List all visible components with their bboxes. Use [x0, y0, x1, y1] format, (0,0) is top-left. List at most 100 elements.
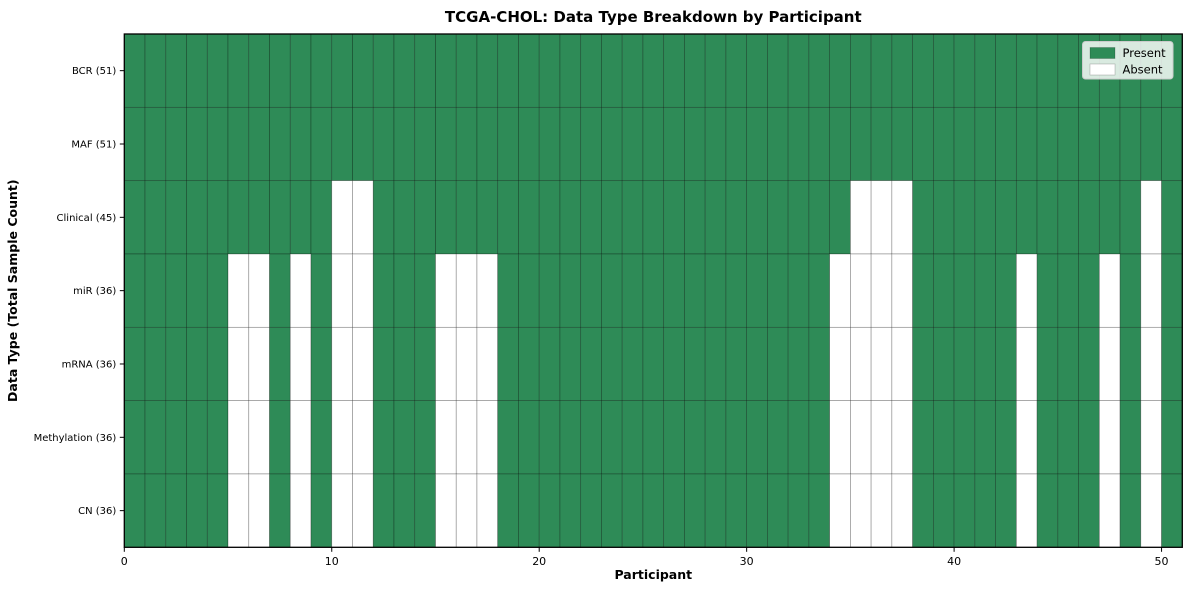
heatmap-cell	[559, 33, 582, 108]
heatmap-cell	[269, 400, 291, 475]
heatmap-cell	[1078, 400, 1100, 475]
heatmap-cell	[642, 400, 665, 475]
heatmap-cell	[497, 180, 519, 255]
heatmap-cell	[476, 180, 499, 255]
heatmap-cell	[621, 253, 644, 328]
heatmap-cell	[850, 473, 872, 548]
heatmap-cell	[1036, 33, 1059, 108]
legend-swatch-absent	[1089, 63, 1116, 76]
heatmap-cell	[331, 180, 353, 255]
heatmap-cell	[352, 253, 374, 328]
heatmap-cell	[1036, 253, 1059, 328]
heatmap-cell	[352, 400, 374, 475]
heatmap-cell	[352, 33, 374, 108]
chart-title: TCGA-CHOL: Data Type Breakdown by Partic…	[445, 8, 862, 26]
heatmap-cell	[186, 106, 208, 182]
heatmap-cell	[870, 253, 893, 328]
heatmap-cell	[414, 180, 436, 255]
heatmap-cell	[808, 326, 830, 401]
heatmap-cell	[663, 473, 685, 548]
heatmap-cell	[850, 106, 872, 182]
heatmap-cell	[912, 473, 934, 548]
heatmap-cell	[372, 106, 395, 182]
heatmap-cell	[808, 473, 830, 548]
heatmap-cell	[1015, 180, 1038, 255]
heatmap-cell	[684, 473, 706, 548]
heatmap-cell	[144, 106, 167, 182]
heatmap-cell	[455, 253, 478, 328]
heatmap-cell	[933, 400, 955, 475]
heatmap-cell	[787, 106, 810, 182]
legend-label: Absent	[1123, 63, 1164, 77]
heatmap-cell	[1057, 473, 1079, 548]
heatmap-cell	[206, 106, 229, 182]
heatmap-cell	[912, 180, 934, 255]
heatmap-cell	[850, 326, 872, 401]
heatmap-cell	[248, 253, 270, 328]
heatmap-cell	[684, 33, 706, 108]
heatmap-cell	[497, 326, 519, 401]
heatmap-cell	[248, 400, 270, 475]
heatmap-cell	[933, 106, 955, 182]
heatmap-cell	[393, 400, 416, 475]
heatmap-cell	[1015, 33, 1038, 108]
heatmap-cell	[933, 33, 955, 108]
y-axis-ticks: BCR (51) MAF (51) Clinical (45) miR (36) mRN…	[34, 66, 125, 517]
heatmap-cell	[186, 400, 208, 475]
heatmap-cell	[663, 253, 685, 328]
heatmap-cell	[435, 400, 457, 475]
heatmap-cell	[1119, 253, 1142, 328]
heatmap-cell	[974, 253, 996, 328]
heatmap-cell	[289, 33, 312, 108]
heatmap-cell	[870, 33, 893, 108]
x-axis-ticks: 0 10 20 30 40 50	[121, 547, 1169, 568]
heatmap-cell	[206, 253, 229, 328]
heatmap-cell	[870, 180, 893, 255]
heatmap-cell	[1098, 106, 1121, 182]
heatmap-cell	[248, 33, 270, 108]
heatmap-cell	[1078, 253, 1100, 328]
heatmap-cell	[310, 326, 333, 401]
heatmap-cell	[269, 253, 291, 328]
heatmap-cell	[455, 33, 478, 108]
heatmap-cell	[995, 400, 1017, 475]
heatmap-cell	[1119, 180, 1142, 255]
heatmap-cell	[123, 400, 146, 475]
heatmap-cell	[891, 473, 913, 548]
heatmap-cell	[165, 326, 187, 401]
heatmap-cell	[787, 253, 810, 328]
heatmap-cell	[310, 33, 333, 108]
heatmap-cell	[808, 33, 830, 108]
heatmap-cell	[1140, 400, 1162, 475]
y-tick-label: mRNA (36)	[62, 359, 117, 370]
heatmap-cell	[704, 106, 727, 182]
heatmap-cell	[289, 253, 312, 328]
heatmap-cells-layer	[123, 33, 1183, 548]
heatmap-cell	[559, 473, 582, 548]
heatmap-cell	[1078, 180, 1100, 255]
heatmap-cell	[331, 400, 353, 475]
heatmap-cell	[995, 253, 1017, 328]
y-tick-label: BCR (51)	[72, 66, 116, 77]
heatmap-cell	[1057, 33, 1079, 108]
heatmap-cell	[352, 180, 374, 255]
heatmap-cell	[933, 326, 955, 401]
heatmap-cell	[995, 473, 1017, 548]
heatmap-cell	[227, 473, 250, 548]
heatmap-cell	[1140, 473, 1162, 548]
heatmap-cell	[891, 106, 913, 182]
heatmap-cell	[787, 473, 810, 548]
heatmap-cell	[227, 253, 250, 328]
heatmap-cell	[684, 400, 706, 475]
heatmap-cell	[953, 473, 976, 548]
heatmap-cell	[248, 473, 270, 548]
heatmap-cell	[559, 106, 582, 182]
heatmap-cell	[974, 180, 996, 255]
heatmap-cell	[787, 180, 810, 255]
heatmap-cell	[808, 180, 830, 255]
heatmap-cell	[953, 326, 976, 401]
heatmap-cell	[476, 473, 499, 548]
heatmap-cell	[248, 180, 270, 255]
heatmap-cell	[891, 326, 913, 401]
